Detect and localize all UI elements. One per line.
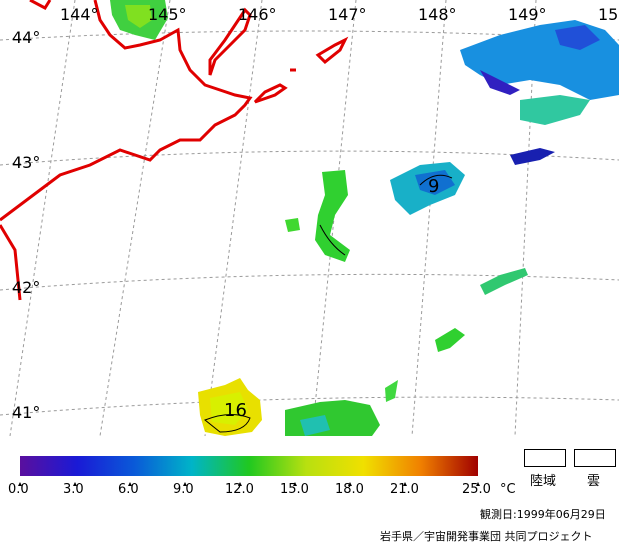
land-label: 陸域 (530, 474, 557, 489)
credit-text: 岩手県／宇宙開発事業団 共同プロジェクト (380, 530, 593, 543)
lon-label-150: 15 (598, 5, 618, 24)
lat-label-42: 42° (12, 278, 40, 297)
cloud-label: 雲 (587, 474, 601, 489)
scale-tick-9: 9.0 (173, 482, 194, 497)
sst-map: 144° 145° 146° 147° 148° 149° 15 44° 43°… (0, 0, 619, 436)
lon-label-149: 149° (508, 5, 547, 24)
scale-tick-25: 25.0 (462, 482, 491, 497)
sst-patches (110, 0, 619, 436)
scale-tick-15: 15.0 (280, 482, 309, 497)
lon-label-147: 147° (328, 5, 367, 24)
lat-label-43: 43° (12, 153, 40, 172)
observation-date: 観測日:1999年06月29日 (480, 508, 606, 521)
scale-unit: °C (500, 482, 516, 497)
lon-label-144: 144° (60, 5, 99, 24)
scale-tick-12: 12.0 (225, 482, 254, 497)
lat-label-41: 41° (12, 403, 40, 422)
scale-tick-6: 6.0 (118, 482, 139, 497)
lon-label-146: 146° (238, 5, 277, 24)
lon-label-145: 145° (148, 5, 187, 24)
color-scale-ticks (18, 482, 480, 486)
coastline (0, 0, 349, 301)
scale-tick-0: 0.0 (8, 482, 29, 497)
scale-tick-18: 18.0 (335, 482, 364, 497)
scale-tick-21: 21.0 (390, 482, 419, 497)
cloud-swatch (574, 449, 616, 467)
scale-tick-3: 3.0 (63, 482, 84, 497)
isotherms (204, 174, 453, 433)
lat-label-44: 44° (12, 28, 40, 47)
contour-label-9: 9 (428, 176, 439, 197)
contour-label-16: 16 (224, 400, 247, 421)
land-swatch (524, 449, 566, 467)
lon-label-148: 148° (418, 5, 457, 24)
color-scale-bar (20, 456, 478, 476)
